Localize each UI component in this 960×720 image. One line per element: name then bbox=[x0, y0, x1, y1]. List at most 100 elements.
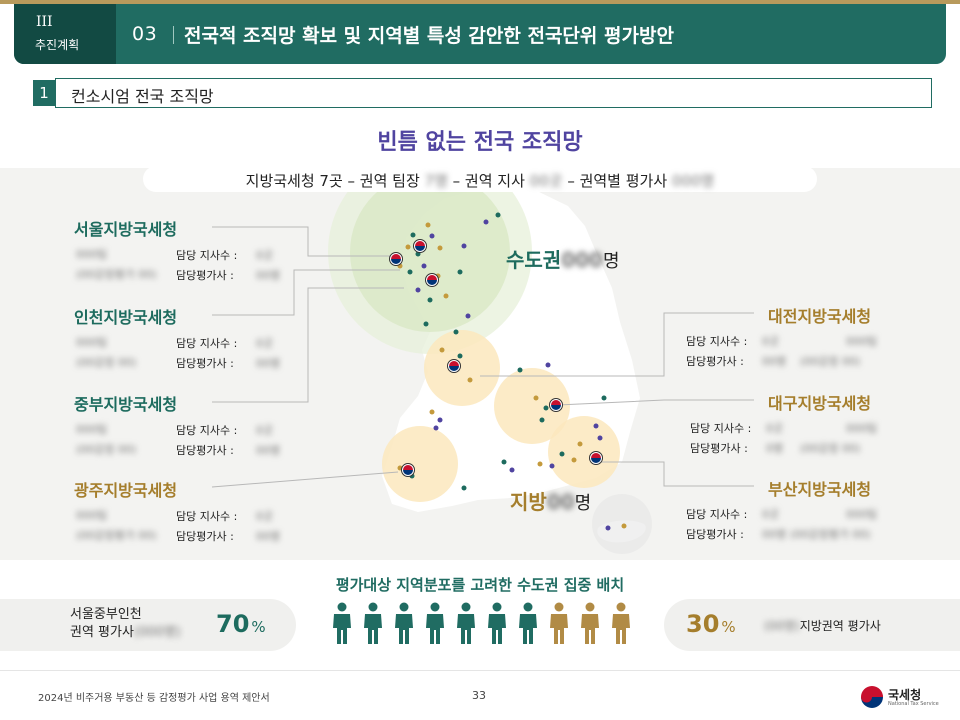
capital-person-icon bbox=[333, 602, 351, 644]
office-jungbu-branch-count: 0곳 bbox=[256, 424, 274, 437]
office-busan-appraiser-label: 담당평가사 : bbox=[686, 528, 744, 541]
office-daejeon-firm: (00감정 00) bbox=[800, 355, 861, 368]
office-gwangju-team: 000팀 bbox=[76, 509, 108, 522]
capital-share-percent: 70% bbox=[216, 610, 266, 638]
incheon-office-marker bbox=[389, 252, 403, 266]
local-percent-value: 30 bbox=[686, 610, 720, 638]
local-share-label: (00명)지방권역 평가사 bbox=[764, 617, 881, 634]
section-roman-numeral: III bbox=[36, 14, 53, 30]
page-number: 33 bbox=[472, 689, 486, 702]
branch-dots bbox=[397, 212, 627, 531]
capital-share-label: 서울중부인천 권역 평가사(000명) bbox=[70, 606, 181, 642]
office-gwangju-appraiser-count: 00명 bbox=[256, 530, 281, 543]
regional-office-markers bbox=[389, 239, 603, 477]
subtitle-blur-appraisers: 000명 bbox=[671, 172, 715, 190]
office-daegu-name: 대구지방국세청 bbox=[768, 394, 872, 413]
office-daegu-branch-label: 담당 지사수 : bbox=[690, 422, 752, 435]
office-seoul-appraiser-count: 00명 bbox=[256, 269, 281, 282]
header-divider bbox=[173, 26, 174, 44]
logo-text: 국세청 bbox=[888, 688, 922, 702]
jeju-circle bbox=[592, 494, 652, 554]
capital-share-label-text: 권역 평가사 bbox=[70, 625, 134, 640]
office-busan-branch-label: 담당 지사수 : bbox=[686, 508, 748, 521]
office-jungbu-appraiser-count: 00명 bbox=[256, 444, 281, 457]
local-person-icon bbox=[612, 602, 630, 644]
office-jungbu-team: 000팀 bbox=[76, 423, 108, 436]
subtitle-part-2: – 권역 지사 bbox=[447, 172, 530, 190]
office-gwangju-name: 광주지방국세청 bbox=[74, 481, 178, 500]
korea-map bbox=[211, 168, 754, 554]
distribution-title: 평가대상 지역분포를 고려한 수도권 집중 배치 bbox=[335, 576, 625, 594]
capital-person-icon bbox=[426, 602, 444, 644]
subsection-bar bbox=[55, 78, 932, 108]
section-tab bbox=[14, 4, 116, 64]
subtitle-part-3: – 권역별 평가사 bbox=[562, 172, 672, 190]
gwangju-circle bbox=[382, 426, 458, 502]
office-busan-branch-count: 0곳 bbox=[762, 508, 780, 521]
local-share-percent: 30% bbox=[686, 610, 736, 638]
office-daejeon-appraiser-count: 00명 bbox=[762, 355, 787, 368]
capital-person-icon bbox=[457, 602, 475, 644]
local-share-label-text: 지방권역 평가사 bbox=[799, 619, 881, 633]
office-seoul-name: 서울지방국세청 bbox=[74, 220, 178, 239]
capital-person-icon bbox=[364, 602, 382, 644]
subsection-number: 1 bbox=[33, 80, 55, 106]
busan-office-marker bbox=[589, 451, 603, 465]
daejeon-circle bbox=[424, 330, 500, 406]
local-region-unit: 명 bbox=[574, 493, 592, 514]
office-seoul-team: 000팀 bbox=[76, 248, 108, 261]
capital-person-icon bbox=[488, 602, 506, 644]
local-share-count: (00명) bbox=[764, 619, 800, 633]
office-daejeon-appraiser-label: 담당평가사 : bbox=[686, 355, 744, 368]
office-daegu-branch-count: 0곳 bbox=[766, 422, 784, 435]
daegu-circle bbox=[494, 368, 570, 444]
daejeon-office-marker bbox=[447, 359, 461, 373]
jungbu-office-marker bbox=[425, 273, 439, 287]
network-subtitle: 지방국세청 7곳 – 권역 팀장 7명 – 권역 지사 00곳 – 권역별 평가… bbox=[143, 170, 817, 191]
capital-share-panel bbox=[0, 599, 296, 651]
office-daegu-appraiser-count: 0명 bbox=[766, 442, 784, 455]
office-daejeon-name: 대전지방국세청 bbox=[768, 307, 872, 326]
office-seoul-branch-label: 담당 지사수 : bbox=[176, 249, 238, 262]
logo-subtext: National Tax Service bbox=[888, 701, 939, 707]
office-jungbu-firm: (00감정 00) bbox=[76, 443, 137, 456]
seoul-office-marker bbox=[413, 239, 427, 253]
office-busan-name: 부산지방국세청 bbox=[768, 480, 872, 499]
office-busan-firm: (00감정평가 00) bbox=[790, 528, 871, 541]
gwangju-office-marker bbox=[401, 463, 415, 477]
nts-logo-icon bbox=[861, 686, 883, 708]
office-incheon-firm: (00감정 00) bbox=[76, 356, 137, 369]
office-daegu-appraiser-label: 담당평가사 : bbox=[690, 442, 748, 455]
office-gwangju-branch-label: 담당 지사수 : bbox=[176, 510, 238, 523]
local-percent-sign: % bbox=[721, 618, 736, 636]
capital-region-count: 000 bbox=[561, 248, 603, 272]
footer-text: 2024년 비주거용 부동산 등 감정평가 사업 용역 제안서 bbox=[38, 693, 270, 704]
office-jungbu-branch-label: 담당 지사수 : bbox=[176, 424, 238, 437]
top-accent-line bbox=[0, 0, 960, 4]
office-seoul-firm: (00감정평가 00) bbox=[76, 268, 157, 281]
capital-inner-circle bbox=[350, 172, 510, 332]
office-gwangju-firm: (00감정평가 00) bbox=[76, 529, 157, 542]
local-share-panel bbox=[664, 599, 960, 651]
office-incheon-team: 000팀 bbox=[76, 336, 108, 349]
office-incheon-appraiser-count: 00명 bbox=[256, 357, 281, 370]
office-seoul-appraiser-label: 담당평가사 : bbox=[176, 269, 234, 282]
office-gwangju-branch-count: 0곳 bbox=[256, 510, 274, 523]
capital-percent-value: 70 bbox=[216, 610, 250, 638]
office-jungbu-appraiser-label: 담당평가사 : bbox=[176, 444, 234, 457]
subtitle-blur-branches: 00곳 bbox=[529, 172, 563, 190]
office-busan-appraiser-count: 00명 bbox=[762, 528, 787, 541]
office-incheon-branch-label: 담당 지사수 : bbox=[176, 337, 238, 350]
subtitle-pill bbox=[143, 166, 817, 192]
office-daejeon-branch-count: 0곳 bbox=[762, 335, 780, 348]
leader-lines bbox=[211, 226, 754, 488]
daegu-office-marker bbox=[549, 398, 563, 412]
section-label: 추진계획 bbox=[35, 38, 80, 52]
office-seoul-branch-count: 0곳 bbox=[256, 249, 274, 262]
capital-region-name: 수도권 bbox=[506, 248, 562, 272]
capital-share-label-line1: 서울중부인천 bbox=[70, 607, 142, 622]
local-region-count: 00 bbox=[546, 490, 575, 514]
local-region-name: 지방 bbox=[510, 490, 547, 514]
busan-circle bbox=[548, 416, 620, 488]
office-incheon-branch-count: 0곳 bbox=[256, 337, 274, 350]
